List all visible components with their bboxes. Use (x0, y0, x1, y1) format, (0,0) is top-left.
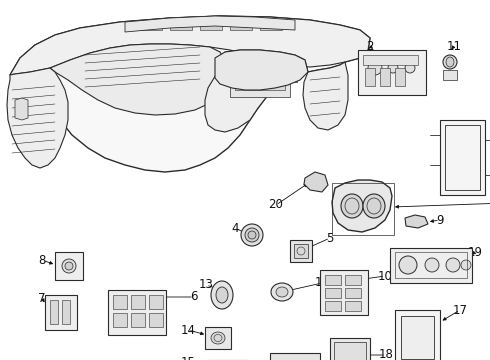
Text: 7: 7 (38, 292, 46, 305)
Polygon shape (332, 180, 392, 232)
Text: 4: 4 (231, 221, 239, 234)
Ellipse shape (446, 258, 460, 272)
Bar (45, 295, 77, 330)
Bar (55, 252, 83, 280)
Polygon shape (50, 44, 225, 115)
Text: 6: 6 (190, 291, 198, 303)
Polygon shape (10, 16, 370, 172)
Polygon shape (303, 62, 348, 130)
Bar (443, 70, 457, 80)
Bar (131, 313, 145, 327)
Bar (345, 275, 361, 285)
Bar (290, 240, 312, 262)
Bar (395, 68, 405, 86)
Bar (325, 275, 341, 285)
Bar (235, 70, 285, 90)
Ellipse shape (425, 258, 439, 272)
Bar (149, 295, 163, 309)
Ellipse shape (211, 281, 233, 309)
Text: 13: 13 (198, 279, 214, 292)
Bar (131, 295, 145, 309)
Bar (225, 62, 297, 82)
Polygon shape (304, 172, 328, 192)
Text: 8: 8 (38, 253, 46, 266)
Text: 3: 3 (466, 141, 474, 154)
Text: 10: 10 (378, 270, 392, 283)
Bar (113, 313, 127, 327)
Bar (325, 301, 341, 311)
Text: 20: 20 (269, 198, 283, 211)
Text: 17: 17 (452, 303, 467, 316)
Bar (294, 244, 308, 258)
Bar (320, 270, 368, 315)
Bar (395, 252, 467, 278)
Bar (440, 120, 485, 195)
Bar (345, 301, 361, 311)
Ellipse shape (248, 231, 256, 239)
Polygon shape (10, 16, 370, 75)
Polygon shape (215, 50, 308, 90)
Bar (62, 300, 70, 324)
Bar (345, 288, 361, 298)
Bar (401, 316, 434, 359)
Text: 15: 15 (180, 356, 196, 360)
Polygon shape (205, 50, 308, 132)
Ellipse shape (341, 194, 363, 218)
Text: 14: 14 (180, 324, 196, 337)
Ellipse shape (216, 287, 228, 303)
Bar (149, 313, 163, 327)
Ellipse shape (443, 55, 457, 69)
Bar (365, 68, 375, 86)
Bar (380, 68, 390, 86)
Bar (230, 20, 252, 30)
Bar (332, 183, 394, 235)
Bar (50, 300, 58, 324)
Polygon shape (7, 68, 68, 168)
Bar (140, 20, 162, 30)
Ellipse shape (276, 287, 288, 297)
Polygon shape (125, 16, 295, 32)
Text: 9: 9 (436, 213, 444, 226)
Ellipse shape (245, 228, 259, 242)
Ellipse shape (62, 259, 76, 273)
Bar (260, 20, 282, 30)
Ellipse shape (65, 262, 73, 270)
Ellipse shape (388, 63, 398, 73)
Ellipse shape (241, 224, 263, 246)
Ellipse shape (461, 260, 471, 270)
Text: 12: 12 (315, 276, 329, 289)
Bar (205, 327, 231, 349)
Ellipse shape (405, 63, 415, 73)
Bar (270, 353, 320, 360)
Ellipse shape (446, 57, 454, 67)
Ellipse shape (399, 256, 417, 274)
Bar (325, 288, 341, 298)
Bar (334, 342, 366, 360)
Text: 11: 11 (446, 40, 462, 53)
Bar (230, 62, 290, 97)
Ellipse shape (368, 61, 382, 75)
Ellipse shape (211, 332, 225, 344)
Text: 2: 2 (366, 40, 374, 53)
Bar (108, 290, 166, 335)
Text: 18: 18 (379, 348, 393, 360)
Bar (390, 248, 472, 283)
Bar (395, 310, 440, 360)
Ellipse shape (363, 194, 385, 218)
Bar (113, 295, 127, 309)
Bar (330, 338, 370, 360)
Polygon shape (15, 98, 28, 120)
Bar (445, 125, 480, 190)
Text: 5: 5 (326, 231, 334, 244)
Bar (170, 20, 192, 30)
Text: 19: 19 (467, 246, 483, 258)
Polygon shape (405, 215, 428, 228)
Ellipse shape (271, 283, 293, 301)
Bar (200, 20, 222, 30)
Bar (363, 55, 418, 65)
Bar (358, 50, 426, 95)
